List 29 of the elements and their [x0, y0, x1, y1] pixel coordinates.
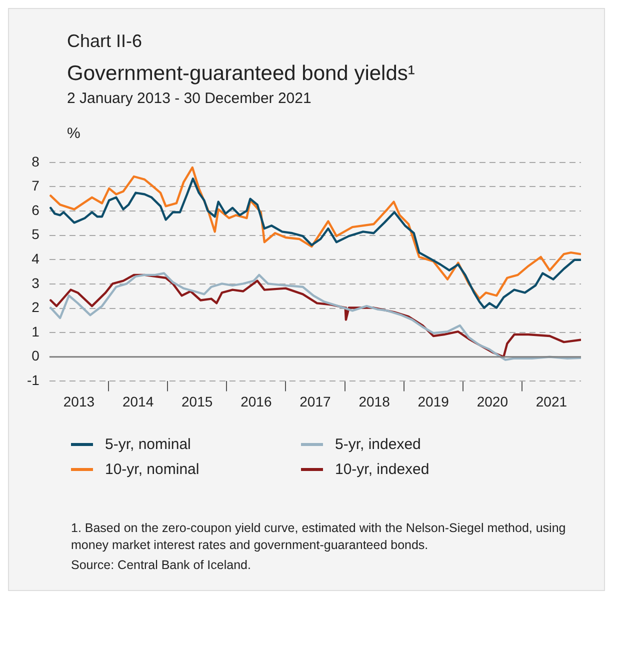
x-tick-label: 2019	[418, 393, 450, 410]
y-axis-title: %	[67, 125, 82, 142]
y-tick-label: -1	[26, 372, 40, 388]
y-tick-label: 5	[32, 226, 40, 242]
x-tick-label: 2014	[122, 393, 154, 410]
y-tick-label: 3	[32, 274, 40, 291]
legend-label: 5-yr, nominal	[105, 436, 191, 453]
text: 1. Based on the zero-coupon yield curve, estimated with the Nelson-Siegel method, using money market interest rates and government-guaranteed bonds.	[71, 520, 567, 554]
x-tick-label: 2017	[300, 393, 332, 410]
x-tick-label: 2016	[240, 393, 272, 410]
y-tick-label: 8	[32, 153, 40, 170]
y-tick-label: 1	[32, 323, 40, 340]
y-tick-label: 2	[32, 299, 40, 316]
legend-label: 5-yr, indexed	[335, 436, 421, 453]
source-note: Source: Central Bank of Iceland.	[71, 557, 252, 574]
x-tick-label: 2020	[476, 393, 508, 410]
text: Chart II-6	[67, 31, 144, 52]
legend-label: 10-yr, indexed	[335, 461, 430, 478]
chart-subtitle: 2 January 2013 - 30 December 2021	[67, 90, 312, 107]
y-tick-label: 4	[32, 250, 40, 267]
y-tick-label: 7	[32, 178, 40, 194]
y-tick-label: 0	[32, 348, 40, 364]
chart-title: Government-guaranteed bond yields¹	[67, 62, 416, 86]
x-tick-label: 2021	[536, 393, 568, 410]
legend-label: 10-yr, nominal	[105, 461, 200, 478]
x-tick-label: 2013	[63, 393, 95, 410]
x-tick-label: 2015	[182, 393, 213, 410]
x-tick-label: 2018	[358, 393, 390, 410]
y-tick-label: 6	[32, 202, 40, 218]
